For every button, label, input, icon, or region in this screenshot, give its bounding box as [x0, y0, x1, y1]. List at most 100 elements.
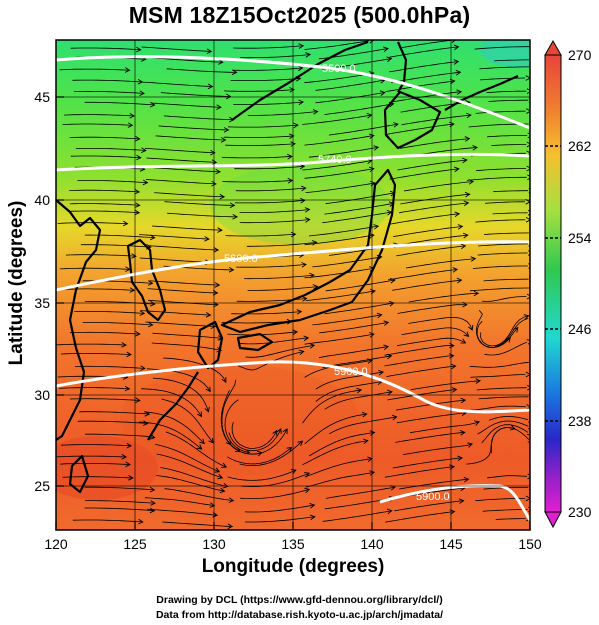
colorbar-tick-label: 238 — [568, 413, 592, 429]
streamline-arrowhead — [526, 108, 530, 114]
colorbar-tick-label: 270 — [568, 47, 592, 63]
streamline-arrowhead — [368, 133, 375, 139]
streamline — [401, 327, 469, 337]
streamline — [308, 146, 379, 158]
streamline — [469, 287, 530, 292]
streamline-arrowhead — [137, 78, 144, 85]
streamline-arrowhead — [466, 112, 472, 119]
streamline-arrowhead — [509, 425, 516, 431]
honshu-coast — [220, 168, 397, 334]
streamline — [302, 160, 372, 171]
streamline-arrowhead — [299, 163, 306, 170]
streamline — [56, 455, 127, 458]
streamline — [394, 500, 464, 512]
streamline — [225, 143, 296, 146]
colorbar-tick-label: 246 — [568, 321, 592, 337]
streamline-arrowhead — [464, 191, 471, 198]
streamline — [167, 212, 238, 218]
contour-label-5800: 5800.0 — [224, 253, 258, 265]
streamline — [84, 507, 155, 512]
streamline-arrowhead — [463, 331, 470, 338]
streamline-arrowhead — [296, 309, 303, 315]
streamline — [486, 90, 527, 93]
streamline-arrowhead — [464, 136, 471, 142]
streamline-arrowhead — [309, 502, 316, 509]
streamline-arrowhead — [207, 83, 214, 90]
streamline-arrowhead — [215, 168, 221, 175]
streamline — [475, 110, 526, 114]
streamline-arrowhead — [142, 420, 149, 426]
streamline — [69, 398, 140, 401]
streamline — [85, 433, 155, 438]
streamline — [396, 412, 467, 424]
streamline — [59, 463, 131, 465]
streamline — [165, 431, 227, 468]
streamline — [470, 374, 526, 378]
streamline — [69, 136, 140, 140]
streamline — [384, 466, 455, 478]
streamline — [222, 180, 293, 183]
streamline-arrowhead — [470, 256, 477, 262]
streamline-arrowhead — [149, 486, 156, 493]
contour-label-5900-mid: 5900.0 — [334, 366, 368, 378]
streamline-arrowhead — [135, 331, 141, 337]
streamline — [224, 89, 295, 92]
colorbar-top-arrow — [544, 39, 562, 56]
streamline — [387, 389, 457, 401]
streamline-arrowhead — [208, 437, 214, 444]
streamline — [315, 92, 385, 104]
y-tick-label: 30 — [34, 387, 50, 403]
kuril-islands — [444, 74, 519, 111]
colorbar-tick-label: 254 — [568, 230, 592, 246]
streamline — [478, 396, 529, 400]
streamline — [304, 40, 369, 50]
streamline — [322, 211, 392, 224]
streamline — [466, 176, 527, 181]
streamline-arrowhead — [526, 88, 530, 94]
x-tick-label: 120 — [44, 536, 68, 552]
streamline-arrowhead — [456, 89, 463, 95]
streamline — [483, 232, 529, 235]
streamline-arrowhead — [386, 56, 393, 62]
streamline — [227, 446, 292, 465]
streamline-arrowhead — [297, 440, 304, 446]
streamline-arrowhead — [454, 166, 460, 173]
streamline-arrowhead — [223, 127, 230, 133]
korea-peninsula-coast — [126, 238, 167, 322]
streamline — [160, 92, 231, 97]
sakhalin-coast — [396, 41, 408, 93]
streamline — [474, 46, 530, 50]
streamline-arrowhead — [276, 428, 282, 434]
streamline-arrowhead — [301, 262, 307, 268]
streamline — [230, 78, 301, 81]
streamline — [476, 387, 527, 391]
streamline-arrowhead — [304, 217, 311, 223]
streamline — [85, 500, 156, 504]
streamline — [163, 357, 227, 383]
streamline — [391, 91, 462, 103]
streamline-arrowhead — [463, 476, 470, 483]
streamline — [59, 68, 130, 71]
streamline — [480, 315, 529, 347]
streamline-arrowhead — [135, 46, 142, 53]
streamline — [151, 342, 222, 351]
streamline-arrowhead — [460, 338, 467, 344]
streamline — [235, 187, 306, 192]
streamline — [399, 202, 469, 214]
streamline — [494, 59, 530, 62]
streamline — [475, 219, 526, 223]
streamline-arrowhead — [212, 290, 219, 296]
streamline-arrowhead — [462, 157, 468, 164]
streamline-arrowhead — [383, 320, 390, 326]
streamline-arrowhead — [312, 284, 319, 290]
streamline-arrowhead — [196, 411, 202, 418]
streamline-arrowhead — [526, 293, 530, 300]
streamline — [308, 225, 379, 237]
streamline — [305, 290, 376, 301]
streamline-arrowhead — [391, 414, 398, 421]
streamline — [72, 519, 143, 523]
streamline-arrowhead — [309, 343, 316, 349]
kyushu-coast — [196, 320, 224, 370]
streamline-arrowhead — [232, 214, 239, 220]
streamline-arrowhead — [387, 389, 393, 396]
